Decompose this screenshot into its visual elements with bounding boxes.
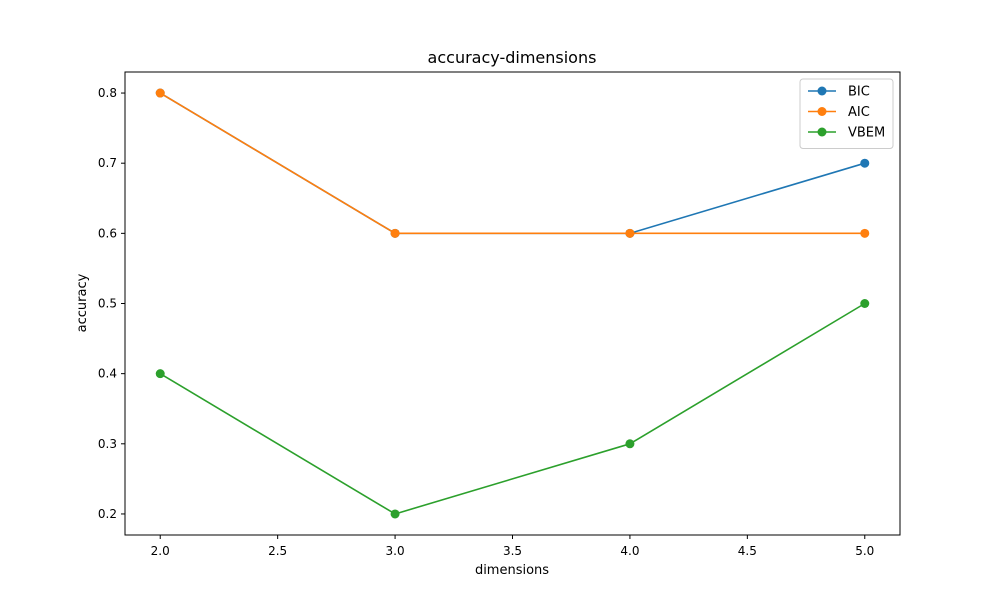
data-point [625, 439, 635, 449]
y-tick-label: 0.8 [98, 86, 117, 100]
data-point [860, 228, 870, 238]
data-point [155, 369, 165, 379]
legend-label: VBEM [848, 126, 885, 141]
data-point [390, 509, 400, 519]
legend-item-vbem: VBEM [808, 126, 885, 141]
x-tick-label: 2.0 [151, 544, 170, 558]
y-axis: 0.2 0.3 0.4 0.5 0.6 0.7 0.8 [98, 86, 125, 521]
y-tick-label: 0.5 [98, 297, 117, 311]
x-tick-label: 2.5 [268, 544, 287, 558]
x-axis-label: dimensions [475, 563, 549, 578]
chart-title: accuracy-dimensions [428, 48, 597, 67]
y-tick-label: 0.6 [98, 226, 117, 240]
y-tick-label: 0.3 [98, 437, 117, 451]
data-point [390, 228, 400, 238]
x-axis: 2.0 2.5 3.0 3.5 4.0 4.5 5.0 [151, 535, 874, 558]
x-tick-label: 4.5 [738, 544, 757, 558]
data-point [860, 158, 870, 168]
series-line [159, 302, 866, 515]
data-point [155, 88, 165, 98]
legend-marker [817, 86, 827, 96]
y-tick-label: 0.2 [98, 507, 117, 521]
legend-label: BIC [848, 85, 870, 100]
y-axis-label: accuracy [75, 273, 90, 332]
x-tick-label: 3.5 [503, 544, 522, 558]
y-tick-label: 0.4 [98, 367, 117, 381]
data-point [625, 228, 635, 238]
legend-item-bic: BIC [808, 85, 870, 100]
series-vbem [155, 299, 870, 519]
data-point [860, 299, 870, 308]
x-tick-label: 5.0 [855, 544, 874, 558]
series-layer [155, 88, 870, 519]
legend: BIC AIC VBEM [799, 78, 894, 149]
x-tick-label: 3.0 [386, 544, 405, 558]
legend-marker [817, 107, 827, 116]
legend-label: AIC [848, 105, 870, 120]
y-tick-label: 0.7 [98, 156, 117, 170]
x-tick-label: 4.0 [620, 544, 639, 558]
series-line [159, 92, 865, 235]
series-aic [155, 88, 870, 238]
legend-marker [817, 127, 827, 137]
legend-item-aic: AIC [808, 105, 870, 120]
